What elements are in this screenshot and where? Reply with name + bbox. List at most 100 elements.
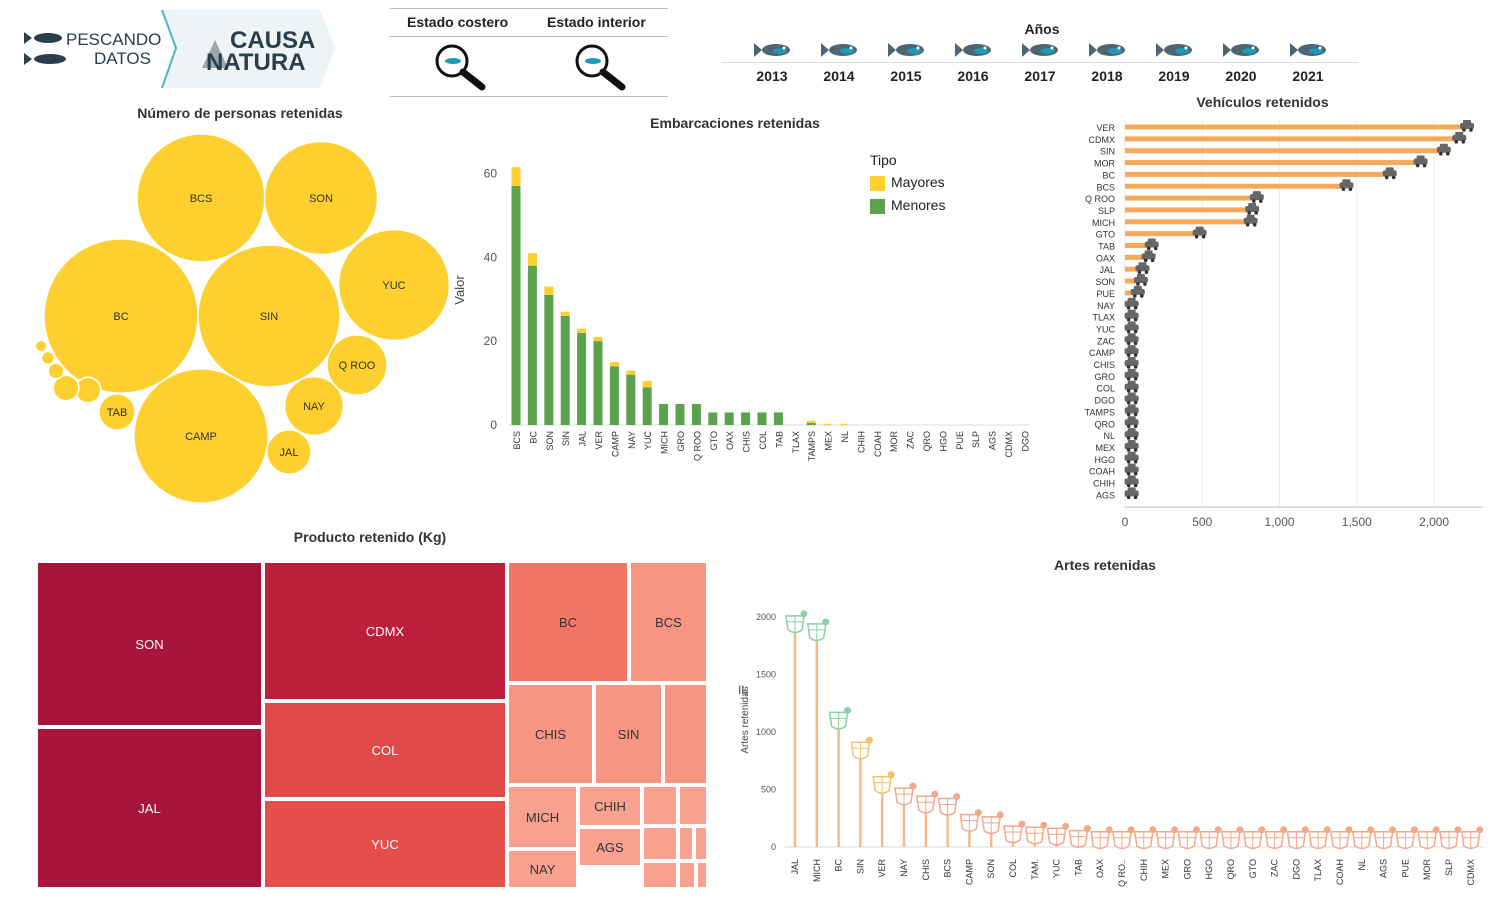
bubble-sin[interactable] <box>197 244 341 388</box>
net-icon[interactable] <box>828 706 852 730</box>
boats-bar-menores-VER[interactable] <box>593 341 603 425</box>
boats-bar-mayores-JAL[interactable] <box>577 328 587 333</box>
year-filter-2020[interactable]: 2020 <box>1213 38 1269 86</box>
year-filter-2013[interactable]: 2013 <box>744 38 800 86</box>
boats-bar-mayores-CAMP[interactable] <box>609 362 619 367</box>
treemap-cell-nay[interactable]: NAY <box>507 849 578 889</box>
treemap-cell-sin[interactable]: SIN <box>594 683 663 785</box>
net-icon[interactable] <box>1112 826 1135 850</box>
boats-bar-menores-SON[interactable] <box>544 295 554 425</box>
net-icon[interactable] <box>1351 826 1375 850</box>
net-icon[interactable] <box>981 811 1004 835</box>
net-icon[interactable] <box>1373 826 1397 850</box>
vehicle-bar-Q ROO[interactable] <box>1125 195 1255 201</box>
bubble-small[interactable] <box>52 374 80 402</box>
treemap-cell-jal[interactable]: JAL <box>36 727 263 889</box>
vehicle-bar-SIN[interactable] <box>1125 148 1442 154</box>
treemap-cell-chih[interactable]: CHIH <box>578 785 642 827</box>
net-icon[interactable] <box>1090 826 1113 850</box>
boats-bar-mayores-BCS[interactable] <box>511 167 521 186</box>
boats-bar-menores-MICH[interactable] <box>659 404 669 425</box>
legend-mayores[interactable]: Mayores <box>870 174 945 191</box>
boats-bar-menores-BC[interactable] <box>527 265 537 425</box>
net-icon[interactable] <box>1308 826 1331 850</box>
boats-bar-menores-TAMPS[interactable] <box>806 422 816 425</box>
net-icon[interactable] <box>1417 826 1440 850</box>
bubble-small[interactable] <box>34 339 48 353</box>
treemap-cell-bcs[interactable]: BCS <box>629 561 708 683</box>
net-icon[interactable] <box>894 782 917 806</box>
boats-bar-mayores-VER[interactable] <box>593 336 603 342</box>
net-icon[interactable] <box>1177 826 1200 850</box>
net-icon[interactable] <box>785 610 808 634</box>
treemap-cell-mich[interactable]: MICH <box>507 785 578 849</box>
vehicle-bar-MOR[interactable] <box>1125 160 1419 166</box>
bubble-nay[interactable] <box>283 375 345 437</box>
net-icon[interactable] <box>1264 826 1288 850</box>
boats-bar-menores-CHIS[interactable] <box>741 412 751 425</box>
net-icon[interactable] <box>1286 826 1309 850</box>
boats-bar-mayores-BC[interactable] <box>527 253 537 266</box>
treemap-cell-yuc[interactable]: YUC <box>263 799 507 889</box>
vehicle-bar-CDMX[interactable] <box>1125 136 1458 142</box>
vehicle-bar-PUE[interactable] <box>1125 290 1136 296</box>
boats-bar-mayores-NAY[interactable] <box>626 370 636 375</box>
year-filter-2015[interactable]: 2015 <box>878 38 934 86</box>
year-filter-2016[interactable]: 2016 <box>945 38 1001 86</box>
treemap-cell-small[interactable] <box>694 826 708 861</box>
year-filter-2019[interactable]: 2019 <box>1146 38 1202 86</box>
treemap-cell-col[interactable]: COL <box>263 701 507 799</box>
net-icon[interactable] <box>1221 826 1244 850</box>
boats-bar-menores-GTO[interactable] <box>708 412 718 425</box>
bubble-yuc[interactable] <box>337 228 450 342</box>
boats-bar-mayores-NL[interactable] <box>839 423 849 425</box>
net-icon[interactable] <box>937 792 961 816</box>
vehicle-bar-MICH[interactable] <box>1125 219 1249 225</box>
interior-filter-button[interactable] <box>572 41 632 91</box>
boats-bar-mayores-SON[interactable] <box>544 286 554 295</box>
vehicle-bar-TAB[interactable] <box>1125 243 1150 248</box>
bubble-son[interactable] <box>263 140 379 256</box>
treemap-cell-son[interactable]: SON <box>36 561 263 727</box>
bubble-small[interactable] <box>40 350 56 366</box>
boats-bar-menores-SIN[interactable] <box>560 315 570 425</box>
treemap-cell-small[interactable] <box>642 861 678 889</box>
vehicle-bar-SON[interactable] <box>1125 278 1139 284</box>
treemap-cell-small[interactable] <box>678 785 708 826</box>
legend-menores[interactable]: Menores <box>870 197 945 214</box>
vehicle-bar-SLP[interactable] <box>1125 207 1251 213</box>
net-icon[interactable] <box>1330 826 1353 850</box>
year-filter-2014[interactable]: 2014 <box>811 38 867 86</box>
treemap-cell-small[interactable] <box>642 826 678 861</box>
boats-bar-mayores-TAMPS[interactable] <box>806 420 816 423</box>
vehicle-bar-BCS[interactable] <box>1125 183 1345 189</box>
treemap-cell-small[interactable] <box>678 861 696 889</box>
boats-bar-menores-YUC[interactable] <box>642 387 652 425</box>
treemap-cell-ags[interactable]: AGS <box>578 827 642 867</box>
treemap-cell-small[interactable] <box>663 683 708 785</box>
net-icon[interactable] <box>1155 826 1179 850</box>
vehicle-bar-BC[interactable] <box>1125 171 1388 177</box>
boats-bar-mayores-SIN[interactable] <box>560 311 570 316</box>
vehicle-bar-JAL[interactable] <box>1125 266 1141 272</box>
boats-bar-menores-TAB[interactable] <box>773 412 783 425</box>
boats-bar-menores-GRO[interactable] <box>675 404 685 425</box>
net-icon[interactable] <box>1242 826 1266 850</box>
treemap-cell-small[interactable] <box>678 826 694 861</box>
net-icon[interactable] <box>1003 820 1026 844</box>
net-icon[interactable] <box>1460 826 1484 850</box>
treemap-cell-small[interactable] <box>696 861 708 889</box>
net-icon[interactable] <box>1046 822 1070 846</box>
boats-bar-menores-CAMP[interactable] <box>609 366 619 425</box>
boats-bar-menores-NAY[interactable] <box>626 374 636 425</box>
year-filter-2018[interactable]: 2018 <box>1079 38 1135 86</box>
net-icon[interactable] <box>872 771 895 794</box>
bubble-q-roo[interactable] <box>326 334 388 396</box>
boats-bar-menores-JAL[interactable] <box>577 332 587 425</box>
net-icon[interactable] <box>1395 826 1418 850</box>
boats-bar-menores-OAX[interactable] <box>724 412 734 425</box>
bubble-jal[interactable] <box>266 429 312 475</box>
vehicle-bar-GTO[interactable] <box>1125 231 1198 237</box>
bubble-small[interactable] <box>47 362 65 380</box>
treemap-cell-small[interactable] <box>642 785 678 826</box>
